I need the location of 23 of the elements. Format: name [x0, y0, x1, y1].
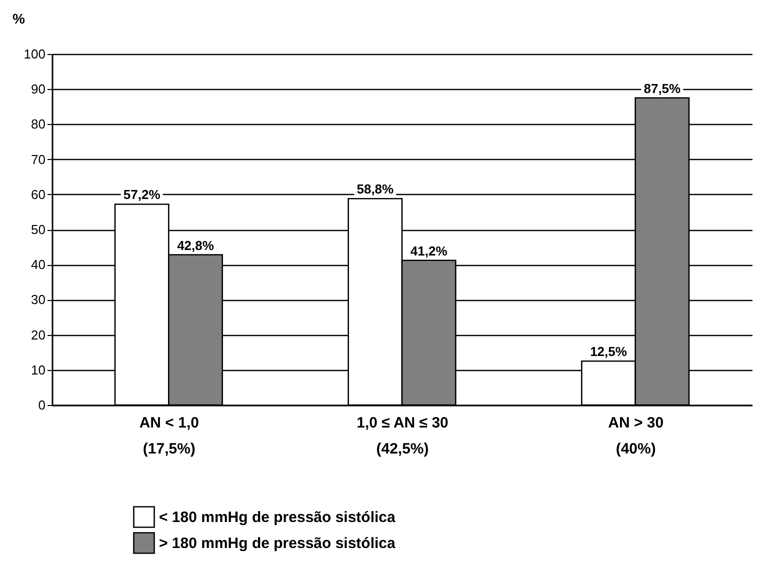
y-tick-label: 10	[31, 362, 46, 378]
y-tick-label: 0	[38, 398, 46, 412]
y-tick-label: 50	[31, 222, 46, 237]
data-label: 87,5%	[644, 80, 682, 96]
y-tick-label: 90	[31, 82, 46, 97]
data-label: 12,5%	[590, 344, 628, 360]
data-label: 42,8%	[177, 238, 214, 253]
y-axis-title: %	[12, 10, 26, 26]
y-tick-label: 100	[24, 46, 46, 62]
y-tick-label: 70	[31, 152, 46, 167]
y-tick-label: 30	[31, 292, 46, 308]
y-tick-label: 20	[31, 327, 46, 342]
legend-label: < 180 mmHg de pressão sistólica	[159, 509, 396, 526]
y-tick-label: 60	[31, 186, 46, 202]
x-tick-label: AN > 30 (40%)	[608, 414, 664, 458]
data-label: 57,2%	[123, 187, 161, 202]
data-label: 58,8%	[356, 182, 394, 197]
x-tick-label: 1,0 ≤ AN ≤ 30 (42,5%)	[356, 414, 448, 458]
legend-label: > 180 mmHg de pressão sistólica	[159, 535, 396, 552]
data-label: 41,2%	[410, 243, 448, 258]
y-tick-label: 40	[31, 257, 46, 272]
y-tick-label: 80	[31, 116, 46, 132]
x-tick-label: AN < 1,0 (17,5%)	[139, 414, 199, 458]
